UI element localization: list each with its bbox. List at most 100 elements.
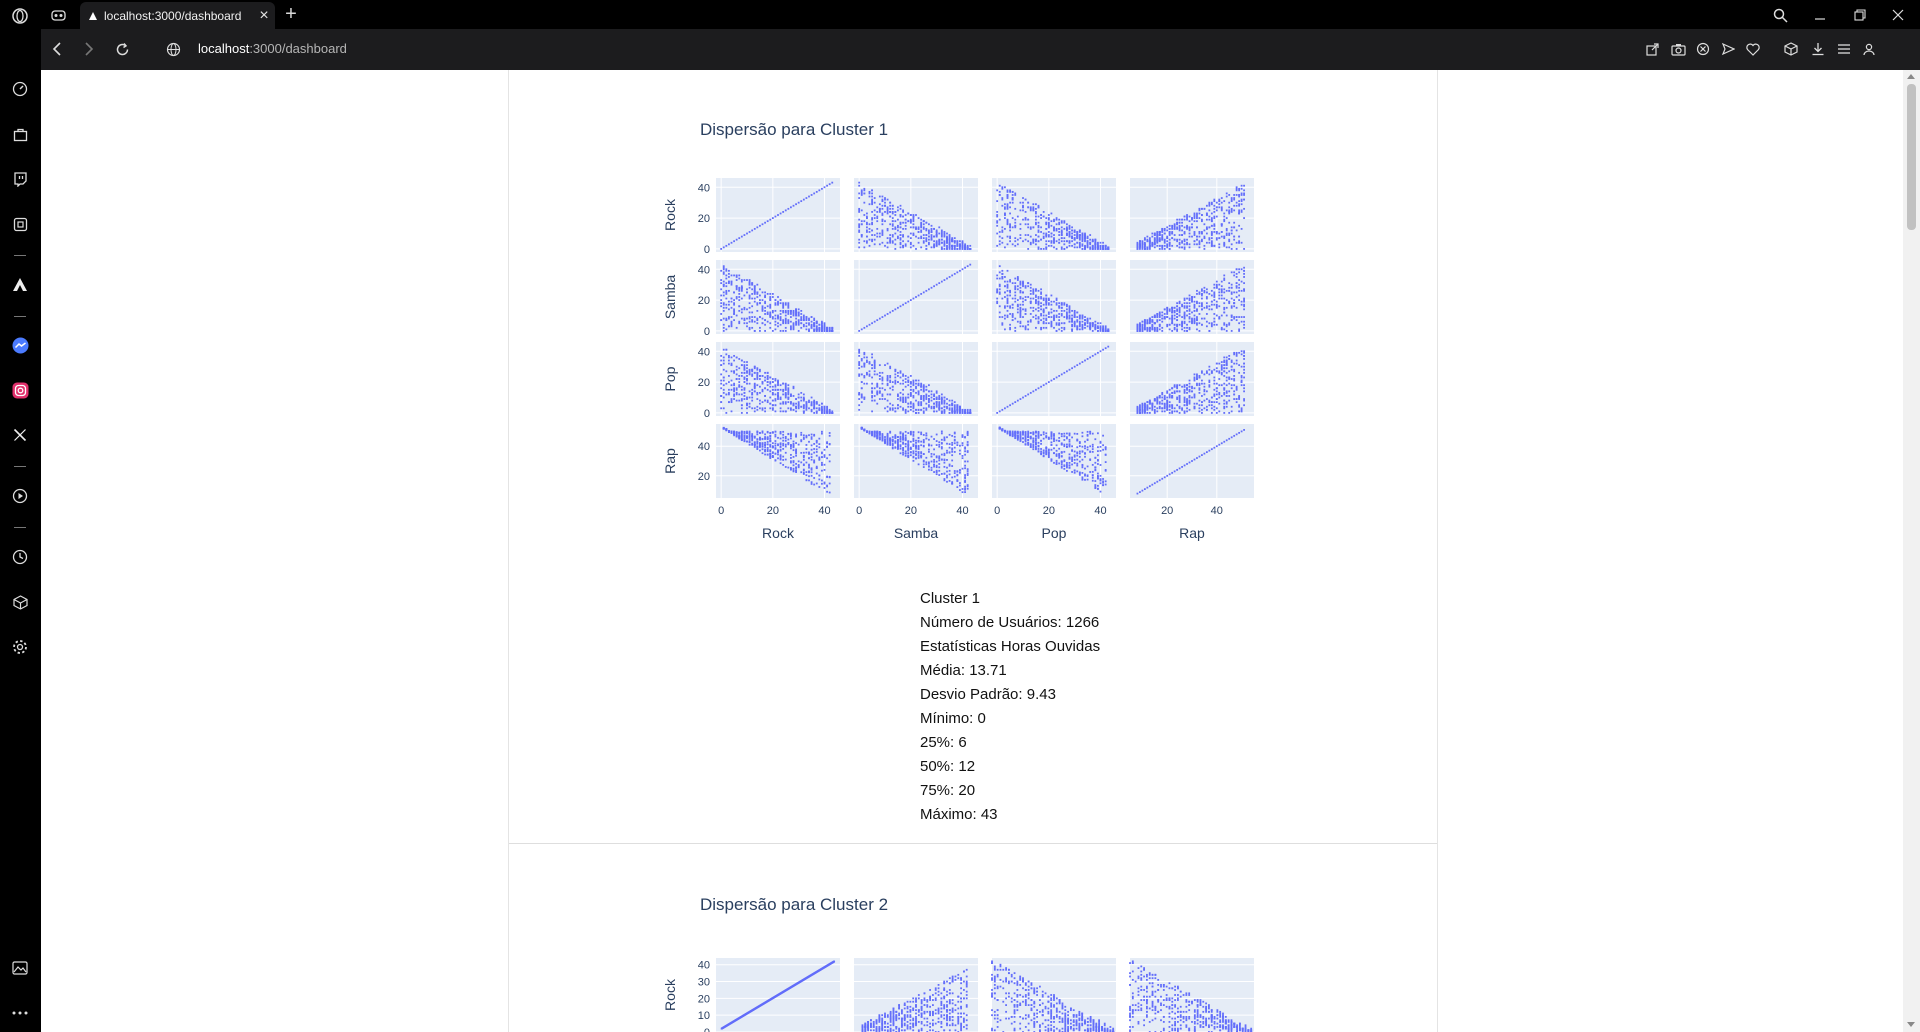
scatter-point	[1094, 243, 1097, 246]
box-icon[interactable]	[1781, 39, 1801, 59]
scatter-point	[1176, 328, 1179, 331]
scatter-point	[748, 405, 751, 408]
scatter-point	[1191, 223, 1193, 226]
menu-icon[interactable]	[1834, 39, 1854, 59]
scatter-point	[1198, 231, 1201, 233]
scatter-point	[871, 240, 873, 243]
scatter-point	[800, 396, 803, 399]
scatter-point	[961, 241, 964, 244]
search-icon[interactable]	[1770, 5, 1790, 25]
address-bar[interactable]: localhost:3000/dashboard	[198, 41, 347, 56]
scatter-point	[1205, 313, 1208, 315]
scatter-point	[1201, 294, 1203, 297]
scatter-point	[1171, 227, 1174, 230]
scatter-point	[858, 367, 861, 370]
scatter-point	[722, 407, 725, 410]
scatter-point	[1158, 311, 1161, 314]
scatter-point	[889, 365, 892, 368]
camera-icon[interactable]	[1668, 39, 1688, 59]
scatter-point	[894, 368, 897, 371]
scatter-point	[876, 211, 879, 213]
scatter-point	[1183, 240, 1186, 243]
tab-dashboard[interactable]: localhost:3000/dashboard ×	[80, 2, 275, 29]
scatter-point	[815, 320, 818, 323]
player-icon[interactable]	[10, 486, 30, 506]
reload-icon[interactable]	[112, 39, 132, 59]
opera-logo-icon[interactable]	[8, 6, 32, 26]
restore-icon[interactable]	[1850, 5, 1870, 25]
scatter-point	[899, 405, 902, 408]
aria-icon[interactable]	[10, 274, 30, 294]
speed-dial-icon[interactable]	[10, 79, 30, 99]
scatter-point	[998, 243, 1001, 246]
scatter-point	[771, 388, 774, 391]
scatter-point	[1139, 248, 1141, 250]
tab-islands-icon[interactable]	[48, 5, 68, 25]
scatter-point	[738, 293, 741, 295]
scatter-point	[1042, 309, 1045, 312]
back-icon[interactable]	[47, 39, 67, 59]
scatter-point	[1156, 316, 1159, 318]
scatter-point	[1001, 297, 1004, 300]
extensions-icon[interactable]	[10, 214, 30, 234]
close-window-icon[interactable]	[1888, 5, 1908, 25]
scatter-point	[1183, 398, 1186, 400]
scatter-point	[1230, 232, 1233, 235]
scatter-point	[1208, 379, 1211, 382]
x-icon[interactable]	[10, 425, 30, 445]
scatter-point	[797, 405, 800, 408]
scatter-point	[1029, 302, 1032, 305]
gallery-icon[interactable]	[10, 958, 30, 978]
scatter-point	[1055, 297, 1058, 300]
scatter-point	[1158, 313, 1161, 315]
site-info-icon[interactable]	[163, 39, 183, 59]
settings-icon[interactable]	[10, 637, 30, 657]
more-icon[interactable]	[10, 1003, 30, 1023]
scatter-point	[1016, 320, 1019, 323]
minimize-icon[interactable]	[1810, 5, 1830, 25]
scatter-point	[733, 313, 735, 315]
cube-icon[interactable]	[10, 592, 30, 612]
profile-icon[interactable]	[1859, 39, 1879, 59]
send-icon[interactable]	[1718, 39, 1738, 59]
scatter-point	[1019, 209, 1022, 212]
scatter-point	[959, 410, 961, 413]
scatter-point	[1099, 248, 1102, 250]
scatter-point	[917, 231, 920, 233]
forward-icon[interactable]	[79, 39, 99, 59]
scatter-point	[1009, 291, 1011, 294]
scatter-point	[881, 218, 884, 221]
block-icon[interactable]	[1693, 39, 1713, 59]
subplot-background	[716, 342, 840, 416]
twitch-icon[interactable]	[10, 169, 30, 189]
share-icon[interactable]	[1643, 39, 1663, 59]
scatter-point	[1009, 235, 1011, 238]
scatter-point	[1228, 286, 1231, 289]
scatter-point	[1006, 203, 1009, 206]
scatter-point	[1213, 395, 1216, 397]
scatter-point	[943, 396, 946, 399]
scatter-point	[871, 390, 873, 393]
messenger-icon[interactable]	[10, 335, 30, 355]
history-icon[interactable]	[10, 547, 30, 567]
scatter-point	[826, 330, 828, 332]
scatter-point	[940, 231, 943, 233]
scatter-point	[1193, 376, 1196, 379]
scatter-point	[871, 364, 873, 367]
scatter-point	[1203, 317, 1206, 320]
heart-icon[interactable]	[1743, 39, 1763, 59]
scatter-point	[740, 398, 743, 400]
tab-close-button[interactable]: ×	[259, 6, 269, 24]
bag-icon[interactable]	[10, 124, 30, 144]
scatter-point	[1218, 371, 1221, 374]
address-toolbar: localhost:3000/dashboard	[41, 29, 1920, 70]
scatter-point	[720, 373, 723, 376]
instagram-icon[interactable]	[10, 380, 30, 400]
scatter-point	[753, 384, 756, 387]
download-icon[interactable]	[1808, 39, 1828, 59]
new-tab-button[interactable]: +	[285, 2, 297, 25]
scatter-point	[1035, 221, 1037, 224]
scatter-point	[1071, 232, 1073, 235]
scatter-point	[792, 314, 795, 317]
